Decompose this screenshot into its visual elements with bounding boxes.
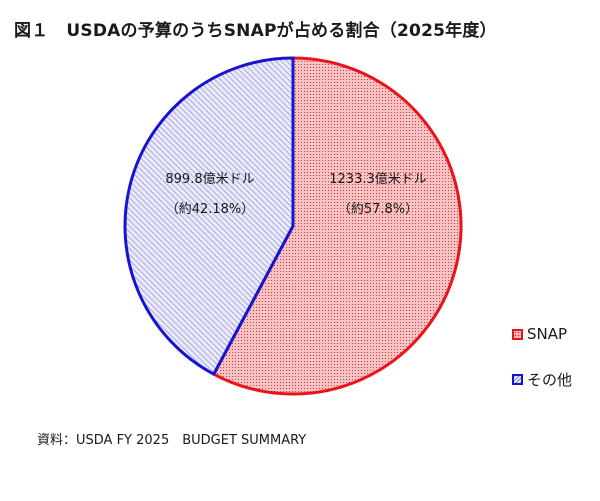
source-note: 資料：USDA FY 2025 BUDGET SUMMARY [37,433,307,448]
legend-label-snap: SNAP [527,325,568,343]
legend-label-other: その他 [527,370,573,389]
pie-labels: 1233.3億米ドル （約57.8%） 899.8億米ドル （約42.18%） [165,171,426,217]
legend-swatch-other [512,373,523,385]
slice-percent-label-snap: （約57.8%） [338,202,418,217]
legend-swatch-snap [512,328,523,340]
slice-value-label-snap: 1233.3億米ドル [329,171,427,187]
legend-item-other: その他 [512,368,572,390]
pie-slice-snap [212,56,463,396]
figure-number: 図１ [14,21,49,41]
pie-slice-other [123,56,295,376]
figure-title-text: USDAの予算のうちSNAPが占める割合（2025年度） [66,21,497,41]
slice-percent-label-other: （約42.18%） [166,202,255,217]
chart-title: 図１ USDAの予算のうちSNAPが占める割合（2025年度） [14,16,497,41]
legend: SNAP その他 [512,323,572,413]
slice-value-label-other: 899.8億米ドル [165,171,254,187]
legend-item-snap: SNAP [512,323,572,345]
pie-slices [123,56,463,396]
